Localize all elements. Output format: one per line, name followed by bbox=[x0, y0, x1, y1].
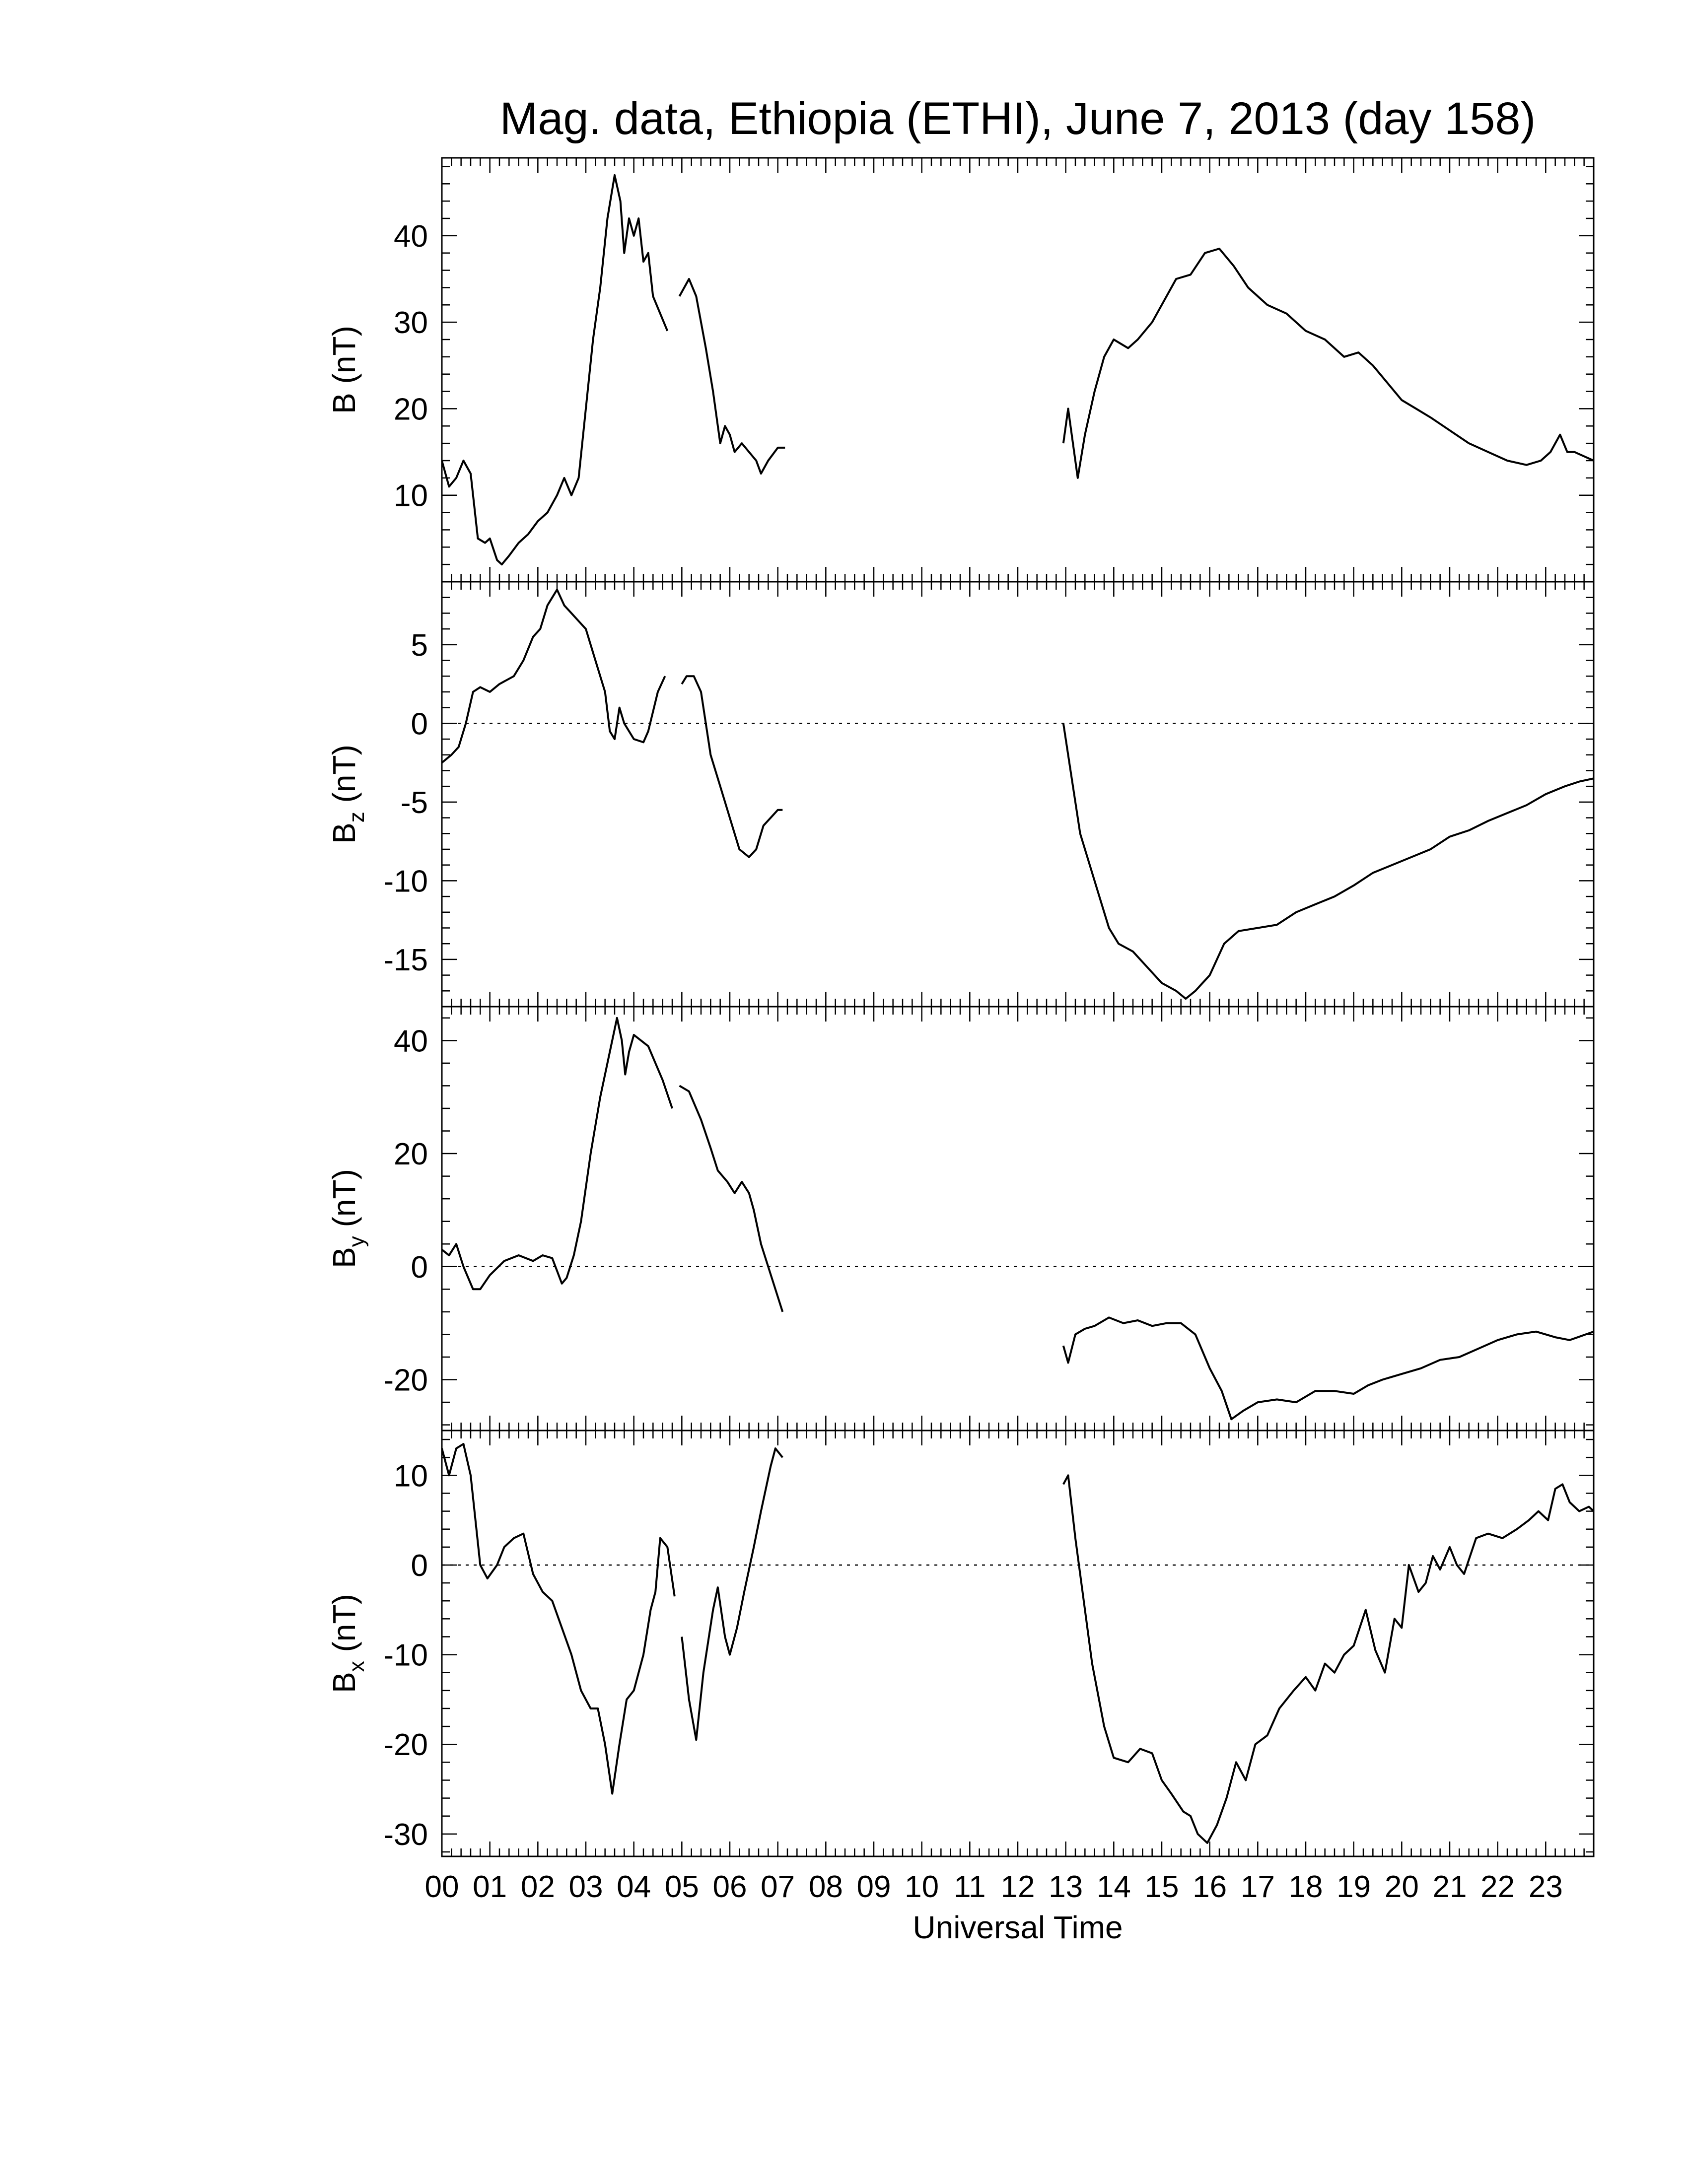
panel-frame bbox=[441, 1006, 1595, 1432]
y-axis-label: Bx (nT) bbox=[326, 1594, 369, 1693]
y-axis-label-subscript: z bbox=[345, 812, 369, 822]
y-axis-label-unit: (nT) bbox=[326, 1169, 362, 1236]
x-tick-label: 12 bbox=[1001, 1870, 1035, 1904]
y-axis-label: By (nT) bbox=[326, 1169, 369, 1268]
y-tick-label: 10 bbox=[394, 479, 428, 513]
x-tick-label: 05 bbox=[665, 1870, 699, 1904]
y-tick-label: 5 bbox=[411, 628, 428, 663]
y-axis-label-main: B bbox=[326, 822, 362, 844]
y-tick-label: 0 bbox=[411, 1549, 428, 1583]
x-tick-label: 23 bbox=[1529, 1870, 1563, 1904]
y-axis-label-subscript: x bbox=[345, 1661, 369, 1672]
y-axis-label-unit: (nT) bbox=[326, 745, 362, 812]
x-tick-label: 04 bbox=[617, 1870, 651, 1904]
x-tick-label: 22 bbox=[1480, 1870, 1515, 1904]
series-line-b-segment-3 bbox=[1062, 248, 1594, 479]
x-tick-label: 14 bbox=[1097, 1870, 1131, 1904]
chart-title: Mag. data, Ethiopia (ETHI), June 7, 2013… bbox=[500, 93, 1536, 144]
y-tick-label: 30 bbox=[394, 306, 428, 340]
y-axis-label-main: B bbox=[326, 1247, 362, 1268]
series-line-bz-segment-1 bbox=[441, 588, 666, 764]
y-tick-label: -10 bbox=[383, 864, 428, 898]
x-tick-label: 15 bbox=[1145, 1870, 1179, 1904]
x-tick-label: 13 bbox=[1049, 1870, 1083, 1904]
y-tick-label: 10 bbox=[394, 1459, 428, 1493]
x-tick-label: 07 bbox=[761, 1870, 795, 1904]
panel-bz: -15 -10 -5 0 5 Bz (nT) bbox=[326, 581, 1595, 1008]
x-tick-label: 16 bbox=[1193, 1870, 1227, 1904]
x-tick-label: 19 bbox=[1336, 1870, 1371, 1904]
x-tick-label: 00 bbox=[425, 1870, 459, 1904]
y-tick-label: -20 bbox=[383, 1364, 428, 1398]
y-tick-label: -10 bbox=[383, 1638, 428, 1673]
x-tick-label: 20 bbox=[1385, 1870, 1419, 1904]
x-tick-label: 18 bbox=[1289, 1870, 1323, 1904]
chart-panels: 10 20 30 40 B (nT) -15 -10 -5 0 5 Bz (nT) -20 0 20 40 B… bbox=[326, 157, 1595, 1857]
series-line-b-segment-1 bbox=[441, 174, 669, 566]
x-tick-label: 17 bbox=[1241, 1870, 1275, 1904]
x-tick-label: 08 bbox=[809, 1870, 843, 1904]
x-tick-label: 10 bbox=[905, 1870, 939, 1904]
x-tick-label: 02 bbox=[521, 1870, 555, 1904]
x-tick-label: 09 bbox=[857, 1870, 891, 1904]
y-tick-label: 0 bbox=[411, 707, 428, 741]
y-tick-label: 0 bbox=[411, 1250, 428, 1285]
y-tick-label: 20 bbox=[394, 1137, 428, 1171]
x-tick-label: 11 bbox=[954, 1870, 985, 1904]
series-line-by-segment-3 bbox=[1062, 1316, 1594, 1421]
x-tick-labels: 00 01 02 03 04 05 06 07 08 09 10 11 12 13 14 15 16 17 18 19… bbox=[425, 1870, 1563, 1904]
series-line-bx-segment-1 bbox=[441, 1443, 676, 1795]
series-line-bx-segment-3 bbox=[1062, 1474, 1595, 1844]
y-axis-label: B (nT) bbox=[326, 326, 362, 414]
x-tick-label: 06 bbox=[713, 1870, 747, 1904]
y-axis-label-unit: (nT) bbox=[326, 1594, 362, 1661]
series-line-bz-segment-3 bbox=[1062, 723, 1594, 1000]
y-tick-label: -20 bbox=[383, 1728, 428, 1762]
y-tick-label: 40 bbox=[394, 219, 428, 254]
x-tick-label: 21 bbox=[1433, 1870, 1467, 1904]
y-tick-label: 40 bbox=[394, 1024, 428, 1058]
panel-frame bbox=[441, 1430, 1595, 1857]
y-tick-label: -30 bbox=[383, 1818, 428, 1852]
series-line-b-segment-2 bbox=[678, 278, 785, 475]
y-axis-label-unit: (nT) bbox=[326, 326, 362, 393]
y-axis-label-main: B bbox=[326, 1672, 362, 1693]
series-line-by-segment-1 bbox=[441, 1017, 673, 1291]
series-line-bx-segment-2 bbox=[681, 1447, 783, 1741]
series-line-by-segment-2 bbox=[679, 1085, 784, 1312]
series-line-bz-segment-2 bbox=[681, 675, 783, 858]
panel-bx: -30 -20 -10 0 10 Bx (nT) bbox=[326, 1430, 1595, 1857]
y-tick-label: 20 bbox=[394, 392, 428, 426]
y-tick-label: -15 bbox=[383, 943, 428, 977]
panel-frame bbox=[441, 157, 1595, 583]
y-axis-label-main: B bbox=[326, 393, 362, 414]
y-tick-label: -5 bbox=[401, 786, 428, 820]
panel-frame bbox=[441, 581, 1595, 1008]
y-axis-label-subscript: y bbox=[345, 1236, 369, 1247]
x-tick-label: 01 bbox=[473, 1870, 507, 1904]
panel-b: 10 20 30 40 B (nT) bbox=[326, 157, 1595, 583]
x-axis-label: Universal Time bbox=[913, 1910, 1123, 1945]
y-axis-label: Bz (nT) bbox=[326, 745, 369, 844]
panel-by: -20 0 20 40 By (nT) bbox=[326, 1006, 1595, 1432]
x-tick-label: 03 bbox=[569, 1870, 603, 1904]
